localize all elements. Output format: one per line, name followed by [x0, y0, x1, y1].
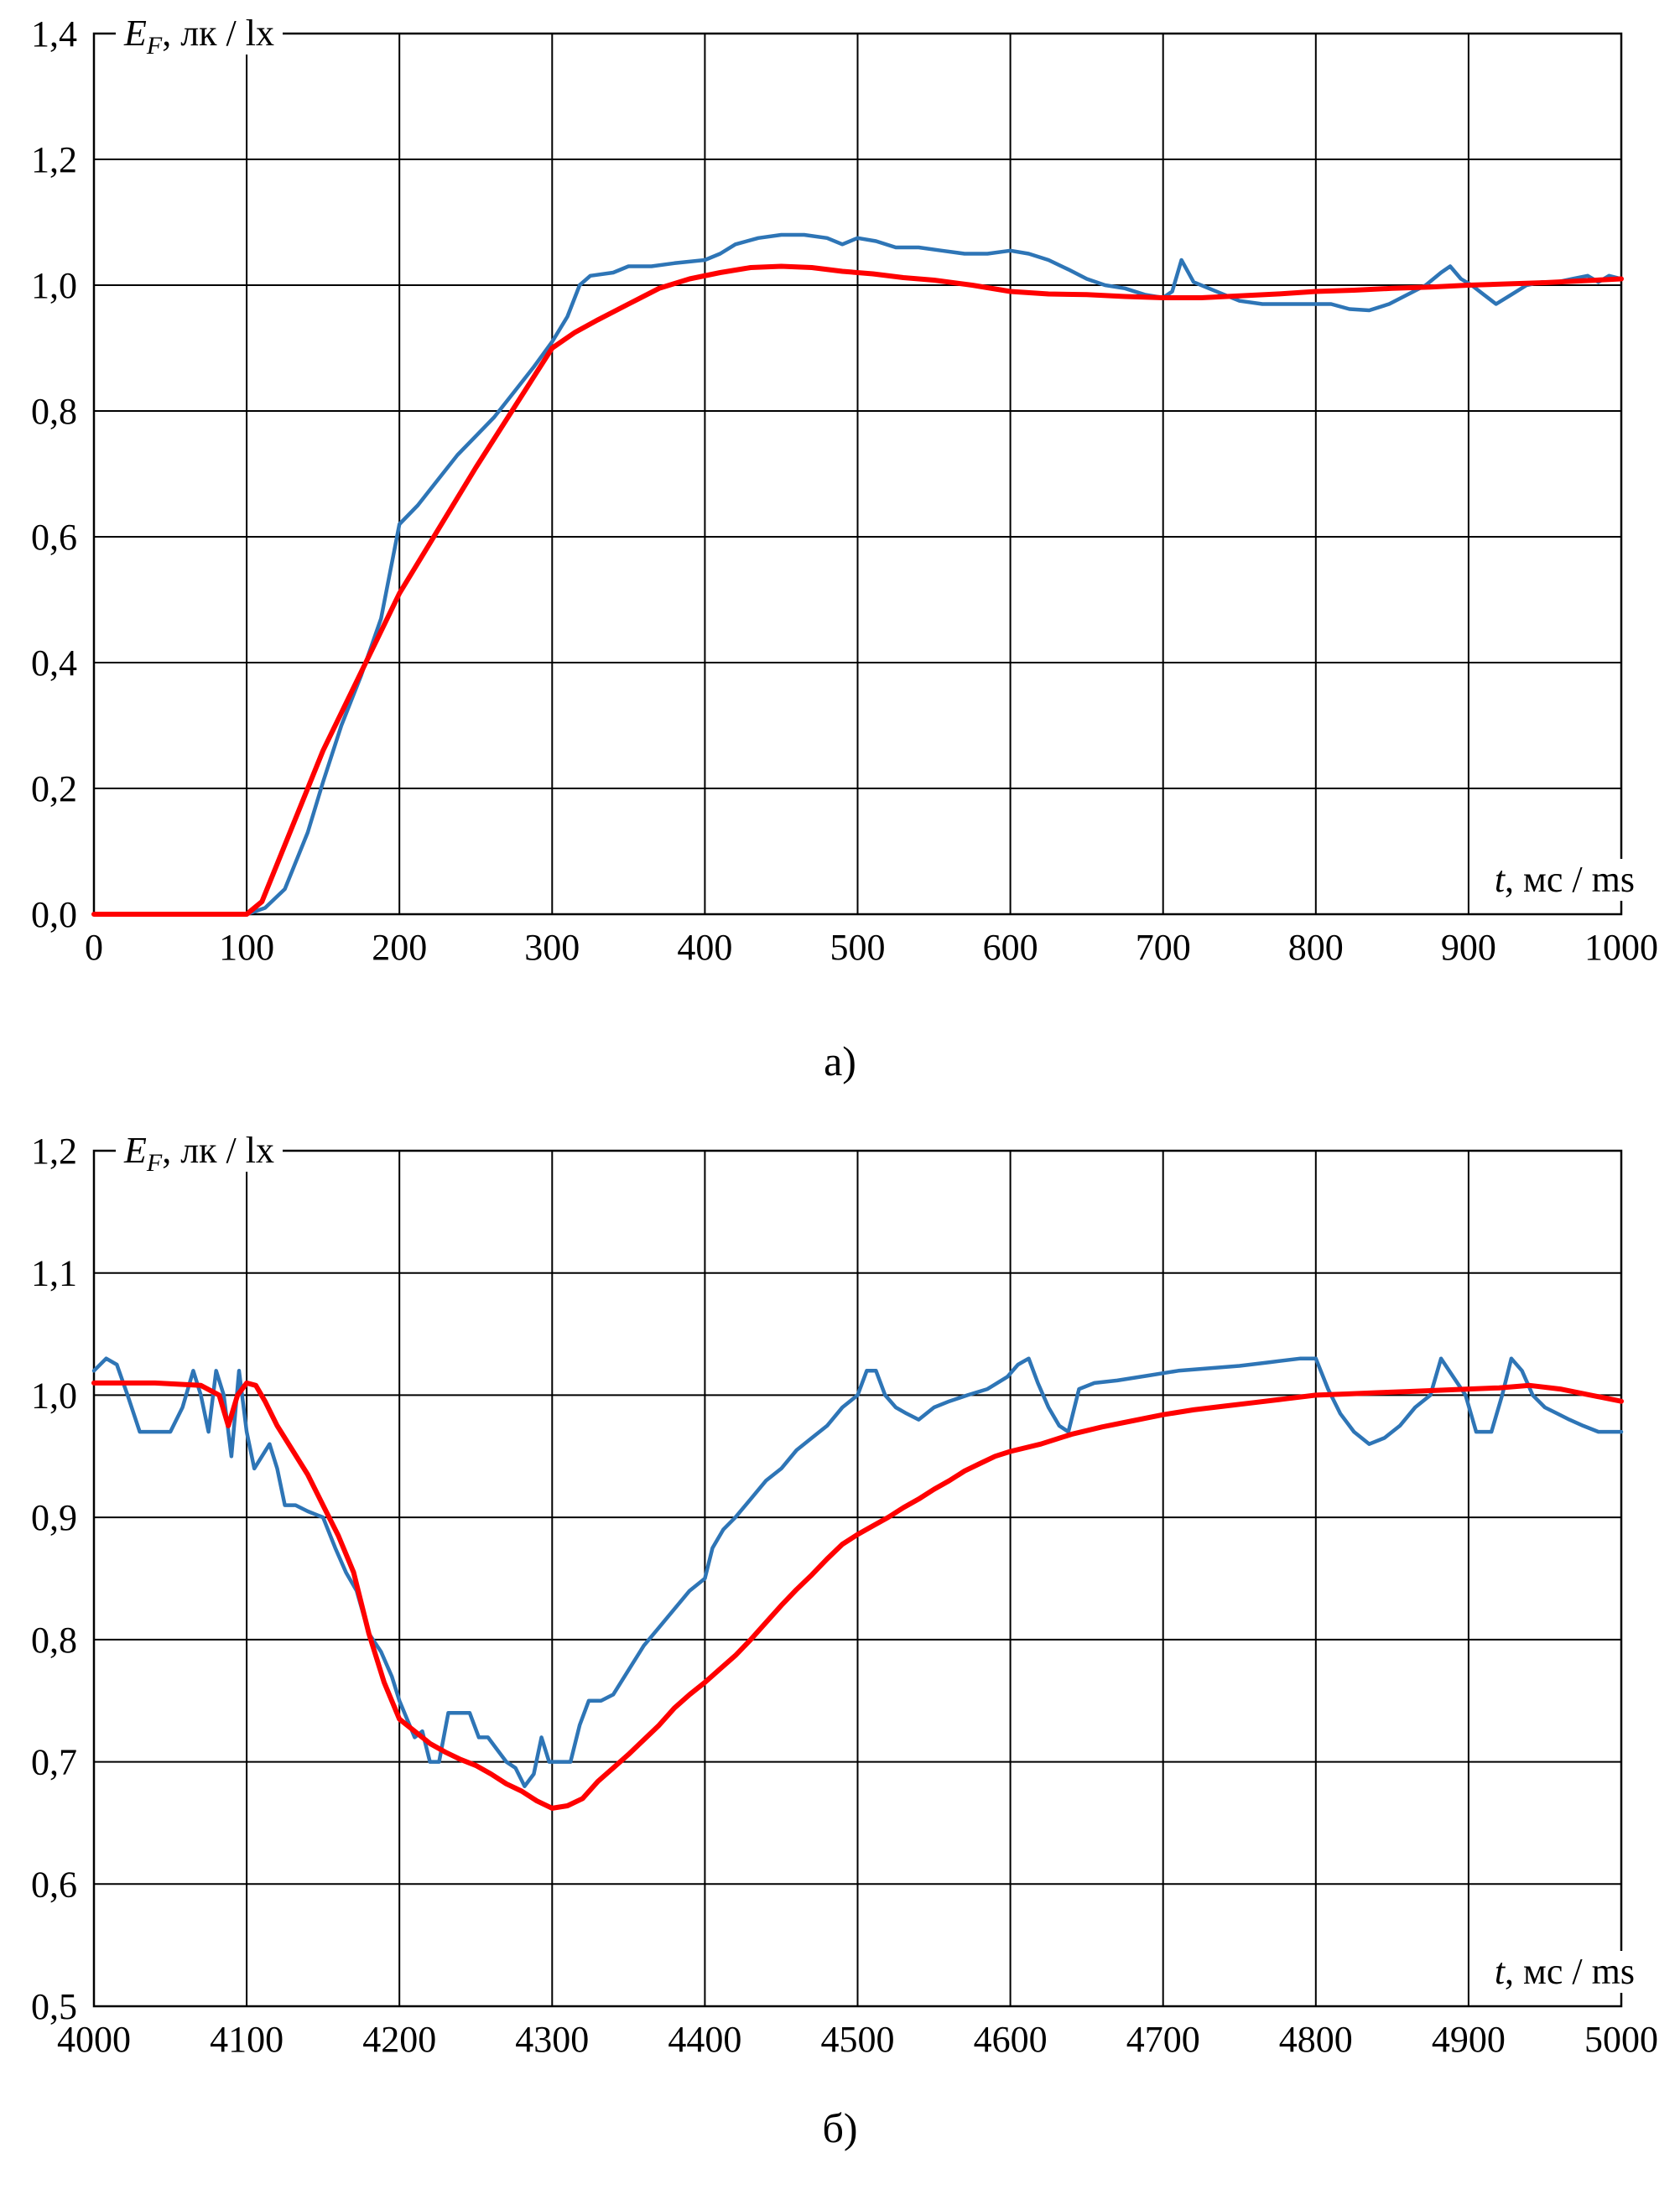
chart-a-plot-area: 0 100 200 300 400 500 600 700 800 900 1000 0,0 0,2 0,…	[0, 8, 1680, 1008]
svg-text:1,0: 1,0	[31, 265, 77, 306]
chart-a-caption: а)	[824, 1038, 856, 1084]
svg-text:4400: 4400	[668, 2019, 741, 2060]
svg-text:1,2: 1,2	[31, 139, 77, 180]
y-axis-label: EF, лк / lx	[116, 13, 283, 58]
x-axis-units: , мс / ms	[1505, 1951, 1635, 1992]
svg-text:0,2: 0,2	[31, 768, 77, 809]
y-axis-subscript: F	[146, 31, 163, 60]
y-axis-label: EF, лк / lx	[116, 1130, 283, 1175]
svg-text:0,6: 0,6	[31, 1864, 77, 1905]
svg-text:300: 300	[524, 927, 580, 968]
x-axis-label: t, мс / ms	[1485, 859, 1643, 901]
chart-a: 0 100 200 300 400 500 600 700 800 900 1000 0,0 0,2 0,…	[0, 8, 1680, 1085]
y-axis-symbol: E	[124, 13, 147, 54]
svg-text:400: 400	[677, 927, 732, 968]
y-axis-symbol: E	[124, 1130, 147, 1171]
page: 0 100 200 300 400 500 600 700 800 900 1000 0,0 0,2 0,…	[0, 8, 1680, 2152]
svg-text:4800: 4800	[1279, 2019, 1353, 2060]
svg-text:1,2: 1,2	[31, 1131, 77, 1172]
x-axis-symbol: t	[1494, 1951, 1506, 1992]
svg-text:1,0: 1,0	[31, 1375, 77, 1416]
svg-text:0,9: 0,9	[31, 1497, 77, 1538]
svg-text:4200: 4200	[362, 2019, 436, 2060]
svg-text:0: 0	[85, 927, 103, 968]
svg-text:0,8: 0,8	[31, 1620, 77, 1661]
svg-text:0,8: 0,8	[31, 391, 77, 432]
x-axis-symbol: t	[1494, 859, 1506, 900]
chart-b-caption: б)	[822, 2104, 858, 2151]
svg-text:600: 600	[983, 927, 1038, 968]
svg-text:1,1: 1,1	[31, 1253, 77, 1294]
svg-text:4100: 4100	[210, 2019, 283, 2060]
svg-text:500: 500	[830, 927, 886, 968]
svg-text:0,5: 0,5	[31, 1986, 77, 2027]
svg-text:100: 100	[219, 927, 274, 968]
svg-text:0,4: 0,4	[31, 642, 77, 684]
y-axis-units: , лк / lx	[162, 13, 275, 54]
x-axis-units: , мс / ms	[1505, 859, 1635, 900]
svg-text:0,7: 0,7	[31, 1742, 77, 1783]
svg-text:800: 800	[1288, 927, 1344, 968]
svg-text:4500: 4500	[821, 2019, 895, 2060]
svg-text:700: 700	[1136, 927, 1191, 968]
svg-text:0,0: 0,0	[31, 894, 77, 935]
svg-text:0,6: 0,6	[31, 517, 77, 558]
svg-text:4600: 4600	[974, 2019, 1048, 2060]
svg-text:1,4: 1,4	[31, 13, 77, 55]
chart-b: 4000 4100 4200 4300 4400 4500 4600 4700 4800 4900…	[0, 1126, 1680, 2152]
svg-text:5000: 5000	[1584, 2019, 1658, 2060]
svg-text:4900: 4900	[1432, 2019, 1506, 2060]
svg-text:4000: 4000	[57, 2019, 131, 2060]
chart-b-canvas: 4000 4100 4200 4300 4400 4500 4600 4700 4800 4900…	[31, 1131, 1658, 2060]
svg-text:4300: 4300	[515, 2019, 589, 2060]
svg-text:200: 200	[372, 927, 427, 968]
x-axis-label: t, мс / ms	[1485, 1951, 1643, 1993]
y-axis-subscript: F	[146, 1148, 163, 1177]
chart-a-canvas: 0 100 200 300 400 500 600 700 800 900 1000 0,0 0,2 0,…	[31, 13, 1658, 968]
svg-text:4700: 4700	[1126, 2019, 1200, 2060]
chart-b-plot-area: 4000 4100 4200 4300 4400 4500 4600 4700 4800 4900…	[0, 1126, 1680, 2075]
y-axis-units: , лк / lx	[162, 1130, 275, 1171]
svg-text:900: 900	[1441, 927, 1496, 968]
svg-text:1000: 1000	[1584, 927, 1658, 968]
